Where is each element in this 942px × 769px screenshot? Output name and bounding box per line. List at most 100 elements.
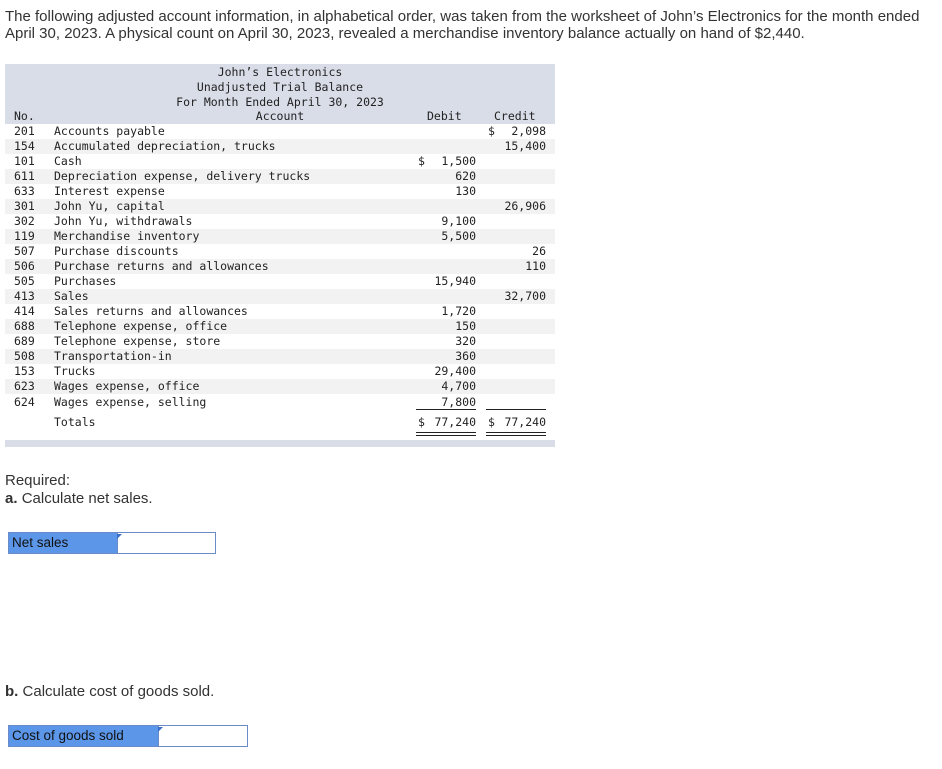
account-number: 301 xyxy=(14,199,35,213)
column-header-account: Account xyxy=(255,109,305,123)
account-name: Telephone expense, store xyxy=(54,334,221,348)
table-row: 633 Interest expense 130 xyxy=(5,184,555,199)
table-row: 119 Merchandise inventory 5,500 xyxy=(5,229,555,244)
table-row: 201 Accounts payable 2,098 $ xyxy=(5,124,555,139)
account-number: 414 xyxy=(14,304,35,318)
account-name: Wages expense, office xyxy=(54,379,200,393)
debit-amount: 29,400 xyxy=(434,364,476,378)
debit-amount: 360 xyxy=(455,349,476,363)
cogs-label: Cost of goods sold xyxy=(9,726,158,746)
account-name: Wages expense, selling xyxy=(54,395,207,409)
statement-period: For Month Ended April 30, 2023 xyxy=(176,95,384,109)
account-number: 623 xyxy=(14,379,35,393)
account-name: Cash xyxy=(54,154,82,168)
debit-double-underline xyxy=(416,432,476,436)
part-b-text: Calculate cost of goods sold. xyxy=(22,683,215,700)
account-name: Purchases xyxy=(54,274,117,288)
table-row: 413 Sales 32,700 xyxy=(5,289,555,304)
column-header-debit: Debit xyxy=(427,109,462,123)
debit-currency-symbol: $ xyxy=(418,154,425,168)
account-number: 505 xyxy=(14,274,35,288)
table-row: 101 Cash 1,500 $ xyxy=(5,154,555,169)
trial-balance-table: John’s Electronics Unadjusted Trial Bala… xyxy=(5,64,555,447)
account-number: 101 xyxy=(14,154,35,168)
credit-underline xyxy=(486,409,546,410)
cell-marker-icon xyxy=(158,727,163,732)
debit-amount: 320 xyxy=(455,334,476,348)
account-number: 153 xyxy=(14,364,35,378)
debit-amount: 150 xyxy=(455,319,476,333)
account-name: Depreciation expense, delivery trucks xyxy=(54,169,311,183)
account-name: Transportation-in xyxy=(54,349,172,363)
debit-underline xyxy=(416,409,476,410)
debit-amount: 130 xyxy=(455,184,476,198)
totals-credit-currency: $ xyxy=(488,415,495,429)
column-header-no: No. xyxy=(14,109,35,123)
account-number: 508 xyxy=(14,349,35,363)
table-header-band xyxy=(5,64,555,124)
account-name: Interest expense xyxy=(54,184,165,198)
part-a-letter: a. xyxy=(5,490,18,507)
statement-title: Unadjusted Trial Balance xyxy=(196,80,364,94)
account-name: Accumulated depreciation, trucks xyxy=(54,139,276,153)
table-row: 508 Transportation-in 360 xyxy=(5,349,555,364)
table-row: 153 Trucks 29,400 xyxy=(5,364,555,379)
table-row: 302 John Yu, withdrawals 9,100 xyxy=(5,214,555,229)
account-number: 611 xyxy=(14,169,35,183)
account-name: Purchase discounts xyxy=(54,244,179,258)
debit-amount: 15,940 xyxy=(434,274,476,288)
required-heading: Required: xyxy=(5,472,71,489)
company-name: John’s Electronics xyxy=(217,65,343,79)
net-sales-label: Net sales xyxy=(9,533,117,553)
table-footer-band xyxy=(5,440,555,447)
cogs-input[interactable] xyxy=(158,726,247,746)
account-number: 302 xyxy=(14,214,35,228)
table-row: 301 John Yu, capital 26,906 xyxy=(5,199,555,214)
account-name: Purchase returns and allowances xyxy=(54,259,269,273)
account-number: 413 xyxy=(14,289,35,303)
debit-amount: 1,500 xyxy=(441,154,476,168)
net-sales-input[interactable] xyxy=(117,533,215,553)
account-number: 507 xyxy=(14,244,35,258)
column-header-credit: Credit xyxy=(494,109,536,123)
table-row: 611 Depreciation expense, delivery trucks… xyxy=(5,169,555,184)
net-sales-answer-row: Net sales xyxy=(8,532,216,554)
account-name: John Yu, withdrawals xyxy=(54,214,193,228)
cogs-answer-row: Cost of goods sold xyxy=(8,725,248,747)
account-number: 688 xyxy=(14,319,35,333)
debit-amount: 7,800 xyxy=(441,395,476,409)
table-row: 623 Wages expense, office 4,700 xyxy=(5,379,555,394)
table-row: 414 Sales returns and allowances 1,720 xyxy=(5,304,555,319)
account-number: 154 xyxy=(14,139,35,153)
account-name: Accounts payable xyxy=(54,124,165,138)
debit-amount: 9,100 xyxy=(441,214,476,228)
cell-marker-icon xyxy=(117,534,122,539)
credit-currency-symbol: $ xyxy=(488,124,495,138)
account-name: Trucks xyxy=(54,364,96,378)
part-b-letter: b. xyxy=(5,683,19,700)
part-b-question: b. Calculate cost of goods sold. xyxy=(5,683,214,700)
credit-amount: 32,700 xyxy=(504,289,546,303)
account-number: 689 xyxy=(14,334,35,348)
totals-label: Totals xyxy=(54,415,96,429)
totals-debit: 77,240 xyxy=(434,415,476,429)
debit-amount: 4,700 xyxy=(441,379,476,393)
table-row: 688 Telephone expense, office 150 xyxy=(5,319,555,334)
credit-amount: 2,098 xyxy=(511,124,546,138)
account-name: Telephone expense, office xyxy=(54,319,228,333)
totals-row: Totals $ 77,240 $ 77,240 xyxy=(5,412,555,432)
account-number: 119 xyxy=(14,229,35,243)
debit-amount: 5,500 xyxy=(441,229,476,243)
credit-double-underline xyxy=(486,432,546,436)
account-number: 633 xyxy=(14,184,35,198)
credit-amount: 26,906 xyxy=(504,199,546,213)
debit-amount: 620 xyxy=(455,169,476,183)
table-row: 505 Purchases 15,940 xyxy=(5,274,555,289)
table-body: 201 Accounts payable 2,098 $154 Accumulated … xyxy=(5,124,555,411)
part-a-question: a. Calculate net sales. xyxy=(5,490,153,507)
problem-intro: The following adjusted account informati… xyxy=(5,8,920,42)
account-number: 201 xyxy=(14,124,35,138)
table-row: 507 Purchase discounts 26 xyxy=(5,244,555,259)
debit-amount: 1,720 xyxy=(441,304,476,318)
credit-amount: 15,400 xyxy=(504,139,546,153)
